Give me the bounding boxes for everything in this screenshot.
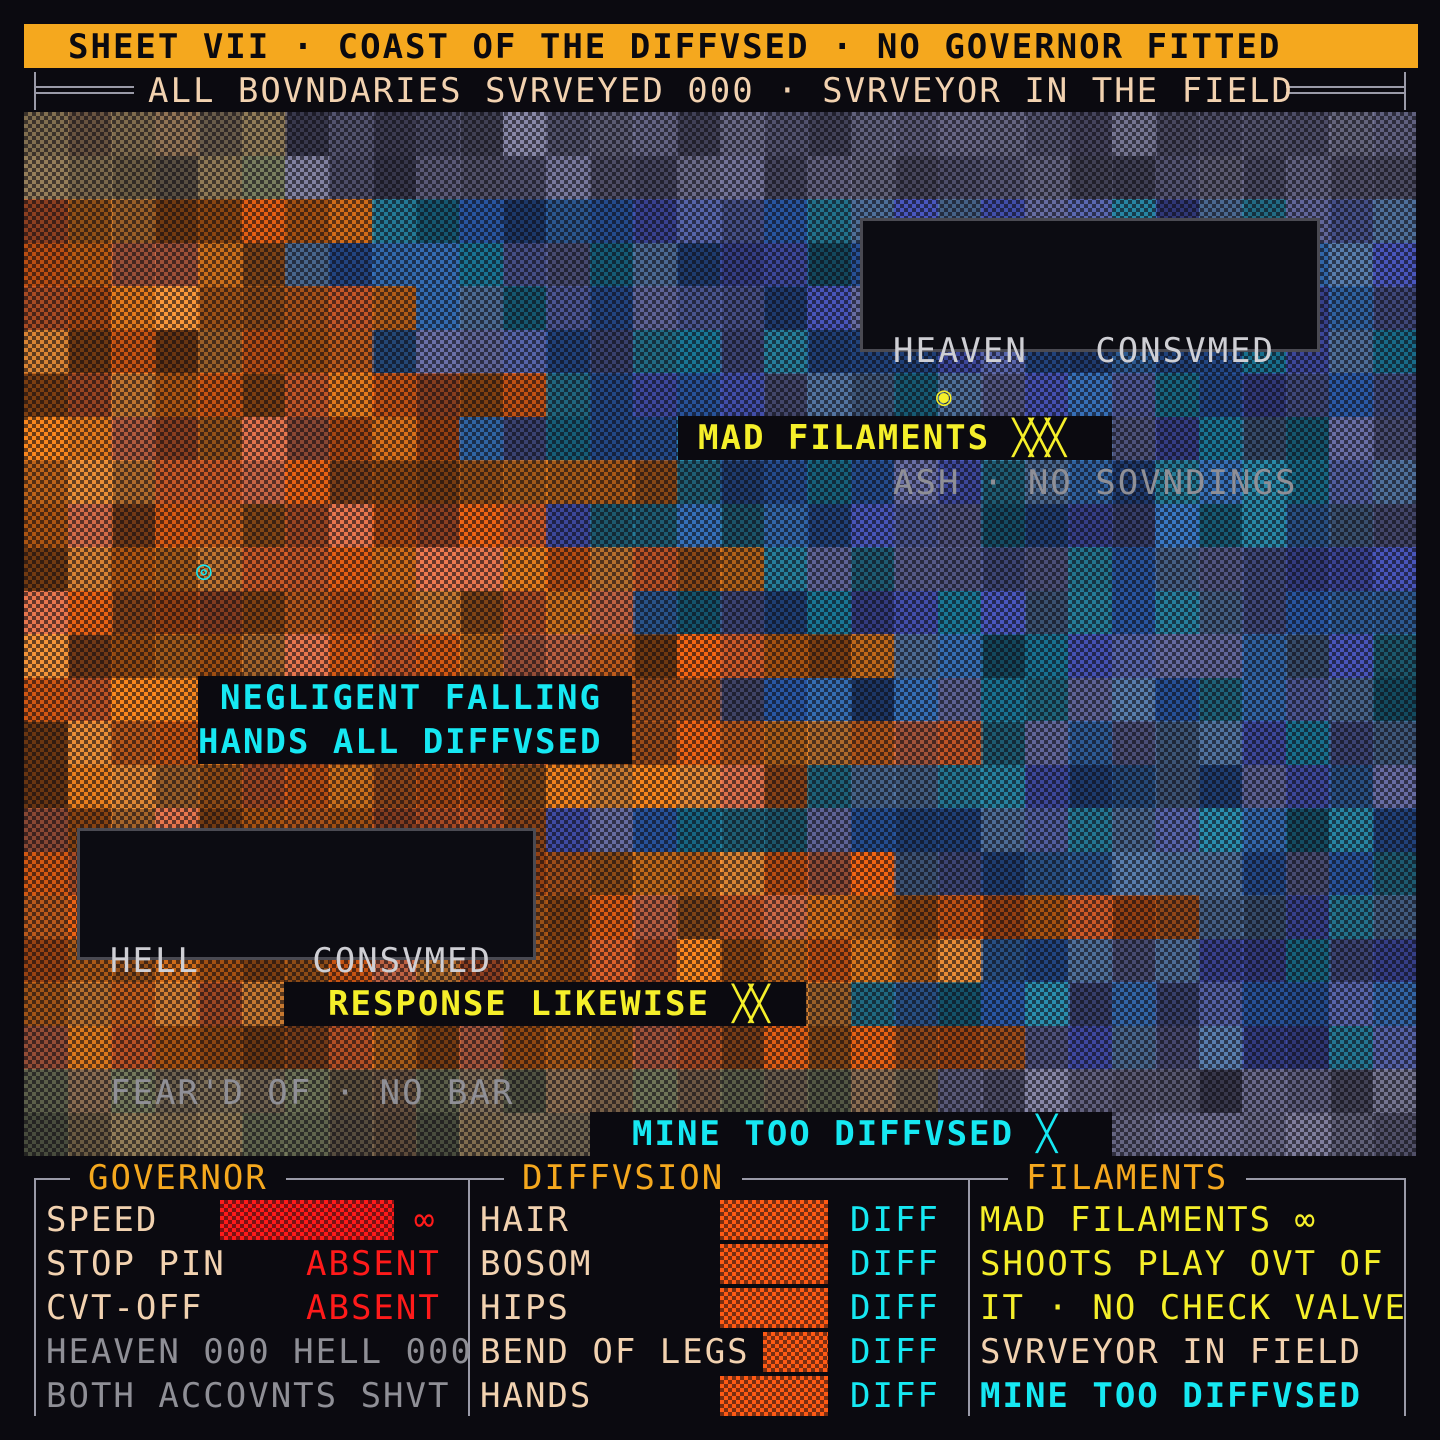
yellow-target-icon: ◉	[936, 382, 952, 412]
speed-bar	[220, 1200, 394, 1240]
speed-value: ∞	[414, 1200, 437, 1240]
heaven-card-line2: ASH · NO SOVNDINGS	[893, 463, 1298, 503]
subtitle-right-rule	[1286, 86, 1404, 94]
diffusion-level-bar	[720, 1376, 828, 1416]
diffusion-label: HAIR	[480, 1200, 570, 1240]
sheet-title: SHEET VII · COAST OF THE DIFFVSED · NO G…	[24, 24, 1418, 68]
sheet-subtitle: ALL BOVNDARIES SVRVEYED 000 · SVRVEYOR I…	[148, 71, 1294, 111]
cutoff-label: CVT-OFF	[46, 1288, 204, 1328]
hell-card: HELL CONSVMED FEAR'D OF · NO BAR	[77, 828, 536, 1113]
banner-response-text: RESPONSE LIKEWISE	[328, 984, 710, 1024]
filaments-line-1: MAD FILAMENTS ∞	[980, 1200, 1318, 1240]
diffusion-level-bar	[763, 1332, 828, 1372]
diffusion-level-bar	[720, 1288, 828, 1328]
filaments-line-2: SHOOTS PLAY OVT OF	[980, 1244, 1385, 1284]
banner-mine-too-text: MINE TOO DIFFVSED	[632, 1114, 1014, 1154]
hell-card-line2: FEAR'D OF · NO BAR	[110, 1073, 515, 1113]
banner-negligent-line1: NEGLIGENT FALLING	[220, 678, 602, 718]
heaven-card-line1: HEAVEN CONSVMED	[893, 331, 1275, 371]
filaments-panel-title: FILAMENTS	[1008, 1156, 1247, 1200]
banner-response: RESPONSE LIKEWISE ╳╳	[284, 982, 806, 1026]
diffusion-level-bar	[720, 1200, 828, 1240]
subtitle-left-tick	[34, 72, 36, 110]
diffusion-panel-title: DIFFVSION	[504, 1156, 743, 1200]
filaments-line-3: IT · NO CHECK VALVE	[980, 1288, 1407, 1328]
banner-negligent: NEGLIGENT FALLING HANDS ALL DIFFVSED	[198, 676, 632, 764]
cyan-target-icon: ◎	[196, 556, 212, 586]
panel-divider-1	[468, 1178, 470, 1416]
diffusion-status: DIFF	[850, 1376, 940, 1416]
mine-too-cross-icon: ╳	[1036, 1114, 1059, 1154]
subtitle-left-rule	[36, 86, 134, 94]
diffusion-status: DIFF	[850, 1288, 940, 1328]
governor-note-1: HEAVEN 000 HELL 000	[46, 1332, 473, 1372]
subtitle-right-tick	[1404, 72, 1406, 110]
filaments-line-5: MINE TOO DIFFVSED	[980, 1376, 1362, 1416]
speed-label: SPEED	[46, 1200, 159, 1240]
diffusion-label: HIPS	[480, 1288, 570, 1328]
stop-pin-value: ABSENT	[306, 1244, 441, 1284]
panel-divider-2	[968, 1178, 970, 1416]
mad-filaments-cross-icon: ╳╳╳	[1012, 418, 1066, 458]
diffusion-status: DIFF	[850, 1200, 940, 1240]
banner-negligent-line2: HANDS ALL DIFFVSED	[198, 722, 603, 762]
banner-mine-too: MINE TOO DIFFVSED ╳	[590, 1112, 1112, 1156]
banner-mad-filaments-text: MAD FILAMENTS	[698, 418, 991, 458]
banner-mad-filaments: MAD FILAMENTS ╳╳╳	[678, 416, 1112, 460]
governor-panel-title: GOVERNOR	[70, 1156, 286, 1200]
heaven-card: HEAVEN CONSVMED ASH · NO SOVNDINGS	[860, 218, 1320, 503]
diffusion-label: BOSOM	[480, 1244, 593, 1284]
governor-note-2: BOTH ACCOVNTS SHVT	[46, 1376, 451, 1416]
filaments-line-4: SVRVEYOR IN FIELD	[980, 1332, 1362, 1372]
stop-pin-label: STOP PIN	[46, 1244, 226, 1284]
diffusion-label: BEND OF LEGS	[480, 1332, 750, 1372]
diffusion-status: DIFF	[850, 1332, 940, 1372]
panel-frame-right	[1404, 1178, 1406, 1416]
response-cross-icon: ╳╳	[732, 984, 769, 1024]
diffusion-status: DIFF	[850, 1244, 940, 1284]
diffusion-level-bar	[720, 1244, 828, 1284]
cutoff-value: ABSENT	[306, 1288, 441, 1328]
diffusion-label: HANDS	[480, 1376, 593, 1416]
hell-card-line1: HELL CONSVMED	[110, 941, 492, 981]
panel-frame-left	[34, 1178, 36, 1416]
